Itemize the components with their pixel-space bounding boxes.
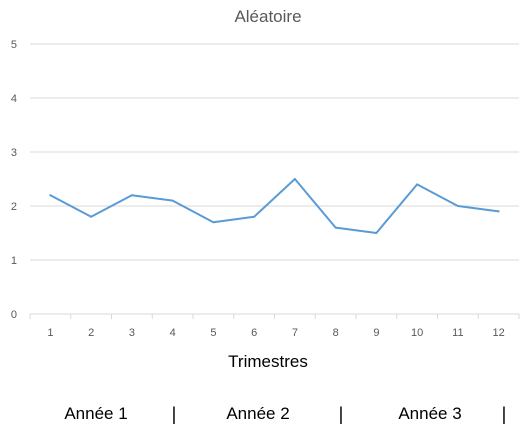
y-tick-label: 0 [11,309,17,321]
year-label: Année 3 [398,404,461,423]
data-point [456,205,459,207]
year-separator: | [339,404,344,424]
x-axis-ticks: 1 2 3 4 5 6 7 8 9 10 11 12 [29,314,520,339]
year-separator: | [502,404,507,424]
x-tick-label: 8 [333,327,339,339]
x-tick-label: 1 [47,327,53,339]
x-tick-label: 3 [129,327,135,339]
data-point [293,178,296,180]
data-point [171,199,174,202]
year-separator: | [172,404,177,424]
year-annotations: Année 1 | Année 2 | Année 3 | [64,404,506,424]
x-axis-title: Trimestres [228,352,308,371]
y-tick-label: 2 [11,201,17,213]
year-label: Année 1 [64,404,127,423]
data-point [49,194,52,197]
data-point [497,210,500,213]
x-tick-label: 11 [452,327,463,339]
data-point [334,226,337,229]
x-tick-label: 4 [170,327,176,339]
x-tick-label: 5 [210,327,216,339]
data-point [375,232,378,234]
x-tick-label: 9 [373,327,379,339]
y-tick-label: 3 [11,147,17,159]
x-tick-label: 12 [493,327,505,339]
y-tick-label: 5 [11,39,17,51]
y-tick-label: 1 [11,255,17,267]
y-axis-ticks: 0 1 2 3 4 5 [11,39,17,321]
data-point [130,194,133,197]
x-tick-label: 10 [411,327,423,339]
data-point [90,215,93,218]
data-point [253,215,256,218]
series-line [49,178,500,234]
x-tick-label: 6 [251,327,257,339]
series-layer [49,178,500,234]
x-tick-label: 2 [88,327,94,339]
gridlines [30,43,519,315]
data-point [212,221,215,224]
chart-title: Aléatoire [234,7,301,26]
x-tick-label: 7 [292,327,298,339]
y-tick-label: 4 [11,93,17,105]
year-label: Année 2 [226,404,289,423]
data-point [416,183,419,186]
